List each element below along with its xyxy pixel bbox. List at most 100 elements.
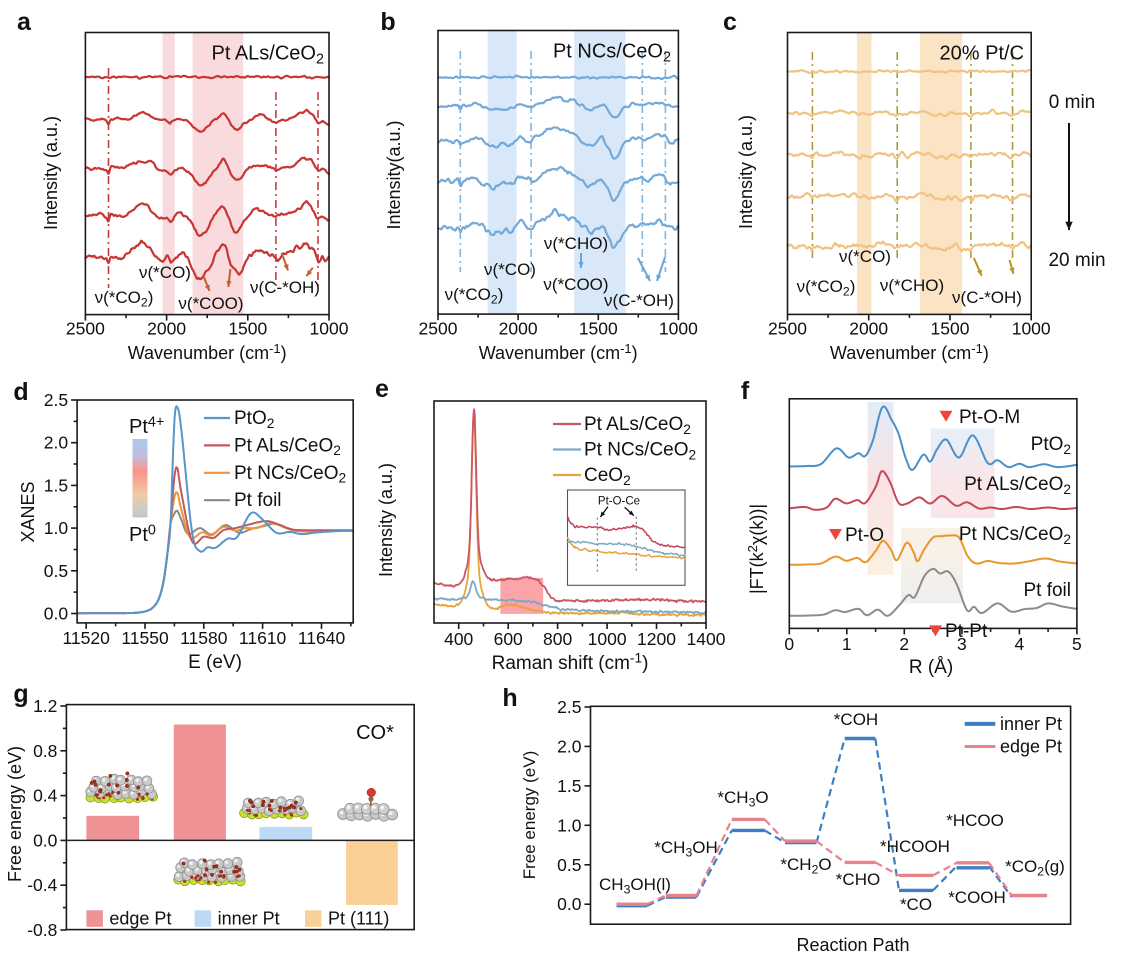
svg-text:400: 400 xyxy=(444,629,473,649)
svg-text:11580: 11580 xyxy=(180,628,228,648)
svg-text:ν(*COO): ν(*COO) xyxy=(543,275,608,294)
svg-text:ν(*CHO): ν(*CHO) xyxy=(544,234,608,253)
svg-text:*CH3OH: *CH3OH xyxy=(654,838,717,859)
svg-text:Pt NCs/CeO2: Pt NCs/CeO2 xyxy=(959,524,1071,547)
svg-text:2000: 2000 xyxy=(499,319,538,339)
svg-text:Pt ALs/CeO2: Pt ALs/CeO2 xyxy=(964,474,1071,497)
svg-text:Pt ALs/CeO2: Pt ALs/CeO2 xyxy=(211,43,324,68)
svg-text:|FT(k2χ(k))|: |FT(k2χ(k))| xyxy=(745,504,767,594)
svg-text:1000: 1000 xyxy=(310,319,349,339)
svg-text:f: f xyxy=(741,377,750,405)
svg-text:1400: 1400 xyxy=(687,629,726,649)
svg-text:2500: 2500 xyxy=(66,319,105,339)
svg-text:Pt (111): Pt (111) xyxy=(328,908,389,928)
svg-text:ν(*CO): ν(*CO) xyxy=(484,260,536,279)
svg-text:ν(*COO): ν(*COO) xyxy=(178,294,243,313)
svg-text:edge Pt: edge Pt xyxy=(1000,737,1062,757)
svg-text:Pt NCs/CeO2: Pt NCs/CeO2 xyxy=(553,41,671,66)
svg-text:1500: 1500 xyxy=(579,319,618,339)
svg-text:5: 5 xyxy=(1072,634,1082,654)
svg-text:Intensity (a.u.): Intensity (a.u.) xyxy=(41,116,61,230)
svg-text:2: 2 xyxy=(899,634,909,654)
svg-text:11640: 11640 xyxy=(298,628,346,648)
svg-text:ν(C-*OH): ν(C-*OH) xyxy=(250,278,320,297)
svg-text:1.0: 1.0 xyxy=(44,518,69,538)
svg-text:Pt ALs/CeO2: Pt ALs/CeO2 xyxy=(234,435,341,458)
svg-text:ν(*CO2): ν(*CO2) xyxy=(797,277,856,298)
svg-text:*CO: *CO xyxy=(900,895,932,914)
svg-text:11520: 11520 xyxy=(63,628,111,648)
svg-text:2500: 2500 xyxy=(768,319,807,339)
svg-text:600: 600 xyxy=(494,629,523,649)
svg-text:*CH2O: *CH2O xyxy=(780,855,831,876)
svg-text:Intensity (a.u.): Intensity (a.u.) xyxy=(736,115,756,229)
svg-text:Intensity (a.u.): Intensity (a.u.) xyxy=(376,463,396,577)
svg-text:XANES: XANES xyxy=(18,481,38,542)
svg-text:ν(C-*OH): ν(C-*OH) xyxy=(952,288,1022,307)
svg-text:20 min: 20 min xyxy=(1048,250,1105,271)
svg-text:1500: 1500 xyxy=(931,319,970,339)
svg-text:ν(*CO2): ν(*CO2) xyxy=(445,285,504,306)
svg-text:PtO2: PtO2 xyxy=(234,408,274,431)
svg-text:Pt-O-M: Pt-O-M xyxy=(959,407,1020,428)
svg-text:Pt0: Pt0 xyxy=(129,522,156,546)
svg-text:PtO2: PtO2 xyxy=(1031,434,1071,457)
svg-text:Intensity(a.u.): Intensity(a.u.) xyxy=(384,120,404,229)
svg-text:Free energy (eV): Free energy (eV) xyxy=(5,746,25,882)
svg-text:inner Pt: inner Pt xyxy=(218,908,280,928)
svg-text:0.5: 0.5 xyxy=(557,855,581,875)
svg-text:*CH3O: *CH3O xyxy=(717,788,768,809)
svg-text:1.0: 1.0 xyxy=(557,815,582,835)
svg-text:2.5: 2.5 xyxy=(557,697,581,717)
svg-text:Pt foil: Pt foil xyxy=(234,490,282,511)
svg-text:2000: 2000 xyxy=(849,319,888,339)
svg-text:d: d xyxy=(13,378,28,406)
svg-text:Pt4+: Pt4+ xyxy=(129,414,164,438)
svg-text:g: g xyxy=(13,680,28,708)
svg-text:ν(C-*OH): ν(C-*OH) xyxy=(604,291,674,310)
svg-text:E (eV): E (eV) xyxy=(188,652,242,673)
svg-text:e: e xyxy=(375,375,389,403)
svg-text:3: 3 xyxy=(957,634,967,654)
svg-text:Pt-O-Ce: Pt-O-Ce xyxy=(598,496,640,508)
svg-text:*COOH: *COOH xyxy=(948,888,1006,907)
svg-text:Pt-O: Pt-O xyxy=(845,525,884,546)
svg-text:2.5: 2.5 xyxy=(44,390,68,410)
svg-text:Pt foil: Pt foil xyxy=(1023,580,1071,601)
svg-text:1.5: 1.5 xyxy=(44,475,68,495)
svg-text:1.5: 1.5 xyxy=(557,776,581,796)
svg-text:-0.8: -0.8 xyxy=(27,920,57,940)
svg-text:0.4: 0.4 xyxy=(33,786,58,806)
svg-text:0.0: 0.0 xyxy=(557,894,582,914)
svg-text:CH3OH(l): CH3OH(l) xyxy=(599,875,671,896)
svg-text:0.0: 0.0 xyxy=(44,604,69,624)
svg-text:11610: 11610 xyxy=(239,628,287,648)
svg-text:2000: 2000 xyxy=(147,319,186,339)
svg-text:2.0: 2.0 xyxy=(44,433,69,453)
svg-text:Wavenumber (cm-1): Wavenumber (cm-1) xyxy=(128,341,287,363)
svg-text:Raman shift (cm-1): Raman shift (cm-1) xyxy=(492,651,649,674)
svg-text:a: a xyxy=(17,8,32,36)
svg-text:Pt NCs/CeO2: Pt NCs/CeO2 xyxy=(234,463,346,486)
svg-text:Pt NCs/CeO2: Pt NCs/CeO2 xyxy=(584,440,696,463)
svg-text:-0.4: -0.4 xyxy=(27,875,57,895)
svg-text:*CO2(g): *CO2(g) xyxy=(1005,857,1065,878)
svg-text:1500: 1500 xyxy=(228,319,267,339)
svg-text:Free energy (eV): Free energy (eV) xyxy=(520,751,539,880)
svg-text:20% Pt/C: 20% Pt/C xyxy=(940,43,1024,65)
svg-text:Wavenumber (cm-1): Wavenumber (cm-1) xyxy=(479,341,638,363)
svg-text:*HCOO: *HCOO xyxy=(946,811,1004,830)
svg-text:*CHO: *CHO xyxy=(836,870,880,889)
svg-text:1000: 1000 xyxy=(588,629,627,649)
svg-text:2500: 2500 xyxy=(419,319,458,339)
svg-text:800: 800 xyxy=(543,629,572,649)
svg-text:c: c xyxy=(723,8,737,36)
svg-text:11550: 11550 xyxy=(121,628,169,648)
svg-text:0 min: 0 min xyxy=(1049,92,1095,113)
svg-text:1: 1 xyxy=(842,634,852,654)
svg-text:CeO2: CeO2 xyxy=(584,465,631,488)
svg-text:*COH: *COH xyxy=(834,710,878,729)
svg-text:1.2: 1.2 xyxy=(33,696,57,716)
svg-text:Reaction Path: Reaction Path xyxy=(796,935,909,955)
svg-text:b: b xyxy=(380,8,395,36)
